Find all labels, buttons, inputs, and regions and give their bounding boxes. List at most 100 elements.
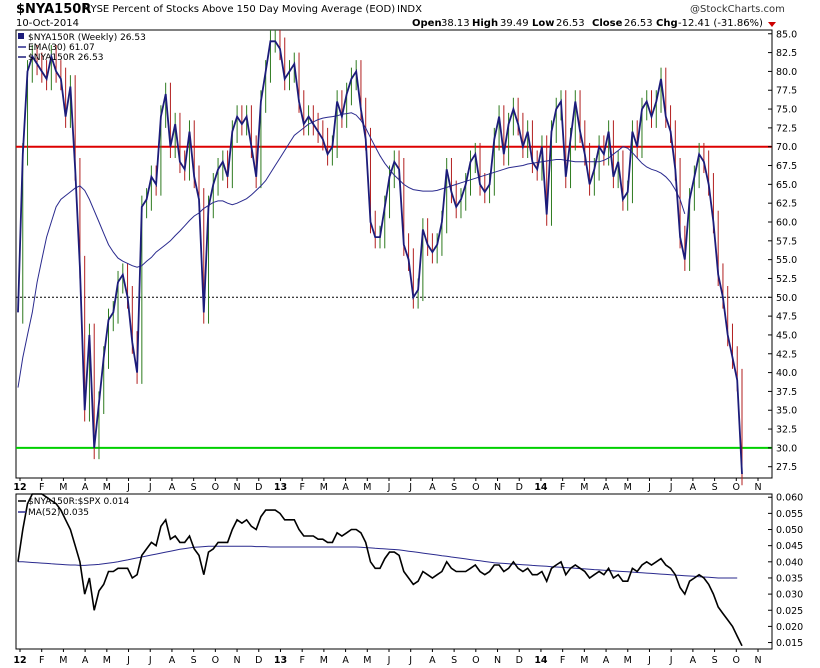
x-tick-label: A [342,482,349,493]
x-tick-label: N [494,482,501,493]
chart-description: NYSE Percent of Stocks Above 150 Day Mov… [83,4,395,15]
open-label: Open [412,18,442,29]
x-tick-label: A [429,655,436,666]
x-tick-label: N [234,482,241,493]
x-tick-label: F [39,482,44,493]
x-tick-label: J [408,482,412,493]
price-ytick-label: 55.0 [776,255,797,266]
price-panel [15,29,773,479]
x-tick-label: 12 [13,482,26,493]
x-tick-label: M [59,482,67,493]
down-arrow-icon [768,22,776,27]
x-tick-label: J [408,655,412,666]
price-ytick-label: 37.5 [776,387,797,398]
price-line [17,40,743,475]
ratio-ytick-label: 0.045 [776,541,803,552]
x-tick-label: O [733,655,740,666]
close-label: Close [592,18,623,29]
x-tick-label: N [754,655,761,666]
x-tick-label: S [451,655,457,666]
x-tick-label: 13 [274,482,287,493]
x-tick-label: J [387,655,391,666]
price-ytick-label: 77.5 [776,86,797,97]
ratio-panel [15,493,773,650]
x-tick-label: A [82,482,89,493]
x-tick-label: S [712,655,718,666]
ema-line [17,112,686,388]
x-tick-label: M [580,655,588,666]
ratio-ytick-label: 0.060 [776,493,803,504]
x-tick-label: O [212,482,219,493]
ratio-legend: $NYA150R:$SPX 0.014 MA(52) 0.035 [18,497,130,518]
legend-price-line: $NYA150R 26.53 [28,53,103,63]
x-tick-label: J [669,482,673,493]
price-ytick-label: 30.0 [776,443,797,454]
price-ytick-label: 42.5 [776,349,797,360]
x-tick-label: M [624,482,632,493]
x-tick-label: A [603,655,610,666]
x-tick-label: F [560,655,565,666]
exchange-label: INDX [397,4,422,15]
price-ytick-label: 52.5 [776,274,797,285]
x-tick-label: A [690,655,697,666]
x-tick-label: 14 [534,655,548,666]
price-ytick-label: 27.5 [776,462,797,473]
x-tick-label: O [472,655,479,666]
x-tick-label: M [320,482,328,493]
price-ytick-label: 57.5 [776,236,797,247]
x-tick-label: A [82,655,89,666]
x-tick-label: A [169,482,176,493]
x-axis-middle: 12 F M A M J J A S O N D 13 F M A M J J A S O N D 14 F M A M J J A S O N [13,478,762,493]
x-tick-label: O [212,655,219,666]
price-legend: $NYA150R (Weekly) 26.53 EMA(30) 61.07 $N… [18,33,146,63]
x-tick-label: J [126,482,130,493]
x-tick-label: F [299,482,304,493]
x-tick-label: 13 [274,655,287,666]
x-tick-label: F [39,655,44,666]
x-tick-label: J [148,482,152,493]
legend-ratio-ma: MA(52) 0.035 [28,508,89,518]
x-tick-label: M [363,482,371,493]
high-value: 39.49 [500,18,529,29]
low-value: 26.53 [556,18,585,29]
legend-ratio: $NYA150R:$SPX 0.014 [28,497,130,507]
legend-ema: EMA(30) 61.07 [28,43,95,53]
x-tick-label: S [191,482,197,493]
x-tick-label: F [560,482,565,493]
ratio-ytick-label: 0.030 [776,590,803,601]
price-ytick-label: 60.0 [776,218,797,229]
ratio-line [17,493,743,647]
price-ytick-label: 50.0 [776,293,797,304]
close-value: 26.53 [624,18,653,29]
x-tick-label: D [255,482,262,493]
legend-price: $NYA150R (Weekly) 26.53 [28,33,146,43]
ratio-ytick-label: 0.055 [776,509,803,520]
x-tick-label: M [59,655,67,666]
x-tick-label: J [647,655,651,666]
ratio-ma-line [18,545,738,579]
ratio-marks [17,493,743,647]
x-tick-label: M [103,482,111,493]
ratio-ytick-label: 0.035 [776,573,803,584]
high-label: High [472,18,498,29]
price-ytick-label: 82.5 [776,48,797,59]
ratio-ytick-label: 0.025 [776,606,803,617]
ratio-ytick-label: 0.050 [776,525,803,536]
price-ytick-label: 35.0 [776,406,797,417]
price-ytick-label: 47.5 [776,312,797,323]
x-tick-label: N [494,655,501,666]
price-ytick-label: 80.0 [776,67,797,78]
x-tick-label: A [429,482,436,493]
x-tick-label: M [103,655,111,666]
x-tick-label: J [148,655,152,666]
price-ytick-label: 62.5 [776,199,797,210]
symbol-title: $NYA150R [16,2,91,17]
watermark: @StockCharts.com [690,4,785,15]
price-ytick-label: 85.0 [776,29,797,40]
x-tick-label: A [603,482,610,493]
x-tick-label: M [624,655,632,666]
price-marks [17,30,743,486]
x-tick-label: N [754,482,761,493]
ratio-ytick-label: 0.015 [776,638,803,649]
open-value: 38.13 [441,18,470,29]
